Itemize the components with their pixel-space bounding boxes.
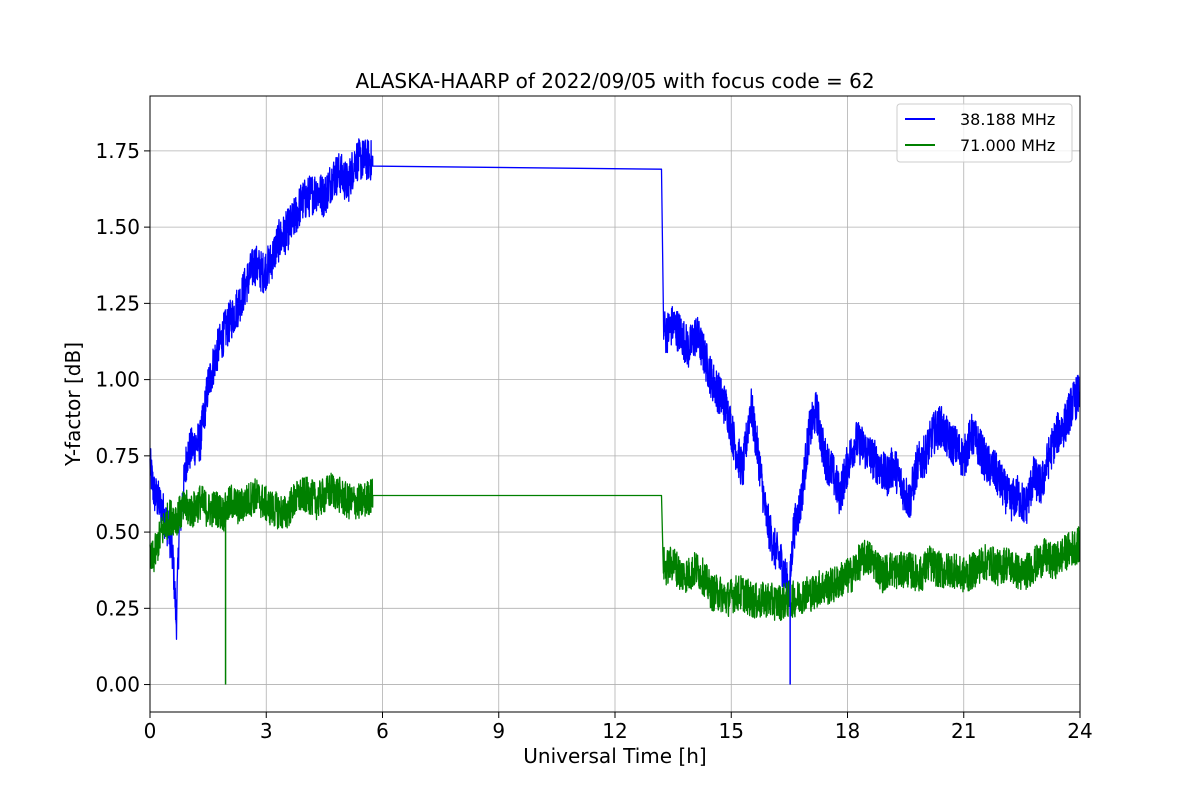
x-tick-label: 0 (144, 719, 157, 743)
x-tick-label: 21 (951, 719, 976, 743)
y-tick-label: 1.50 (95, 215, 140, 239)
legend-label-series-2: 71.000 MHz (960, 136, 1055, 155)
y-tick-label: 1.75 (95, 139, 140, 163)
x-tick-label: 9 (492, 719, 505, 743)
x-tick-label: 24 (1067, 719, 1092, 743)
series-line-2 (149, 472, 1081, 622)
y-tick-label: 0.25 (95, 596, 140, 620)
series-line-1 (149, 138, 1081, 640)
y-tick-label: 1.00 (95, 368, 140, 392)
x-tick-label: 18 (835, 719, 860, 743)
chart-title: ALASKA-HAARP of 2022/09/05 with focus co… (355, 69, 874, 93)
series-layer (149, 138, 1081, 685)
legend-label-series-1: 38.188 MHz (960, 110, 1055, 129)
y-tick-label: 0.75 (95, 444, 140, 468)
x-axis-label: Universal Time [h] (523, 744, 706, 768)
x-tick-label: 12 (602, 719, 627, 743)
axis-ticks: 0 3 6 9 12 15 18 21 24 0.00 0.25 0.50 0.75 1.00 1.25 1.… (95, 139, 1092, 743)
y-axis-label: Y-factor [dB] (61, 342, 85, 467)
legend-box (896, 103, 1073, 163)
x-tick-label: 3 (260, 719, 273, 743)
y-tick-label: 0.50 (95, 520, 140, 544)
y-tick-label: 0.00 (95, 673, 140, 697)
x-tick-label: 15 (719, 719, 744, 743)
legend: 38.188 MHz 71.000 MHz (896, 103, 1073, 163)
x-tick-label: 6 (376, 719, 389, 743)
y-tick-label: 1.25 (95, 291, 140, 315)
